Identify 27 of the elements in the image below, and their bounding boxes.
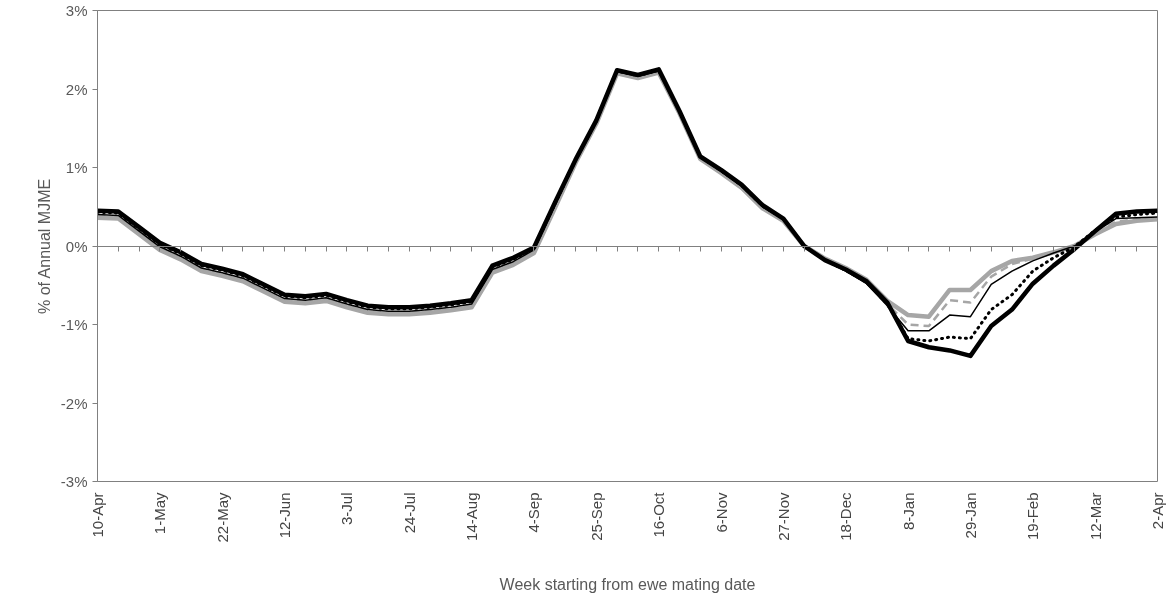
x-tick-label: 10-Apr [89,492,106,538]
y-tick-label: -2% [60,394,88,412]
y-axis-title: % of Annual MJME [35,178,53,315]
x-tick-label: 12-Jun [276,492,294,539]
x-tick-label: 8-Jan [899,492,917,531]
x-tick-label: 18-Dec [837,492,855,541]
x-tick-label: 2-Apr [1149,492,1166,530]
x-tick-label: 14-Aug [463,492,481,541]
x-tick-label: 3-Jul [338,492,356,526]
x-tick-label: 4-Sep [525,492,543,533]
x-tick-label: 27-Nov [774,492,792,541]
x-tick-label: 22-May [213,492,231,543]
x-tick-label: 16-Oct [650,491,668,538]
x-tick-label: 6-Nov [712,492,730,533]
x-tick-label: 24-Jul [400,492,418,534]
x-tick-label: 25-Sep [587,492,605,541]
y-tick-label: -3% [60,473,88,490]
x-tick-label: 19-Feb [1024,492,1042,541]
x-tick-label: 29-Jan [961,492,979,539]
x-tick-label: 12-Mar [1086,492,1104,541]
y-tick-label: -1% [60,316,88,333]
x-tick-label: 1-May [151,492,169,535]
x-axis-title: Week starting from ewe mating date [499,575,756,593]
y-tick-label: 0% [65,237,88,255]
y-tick-label: 2% [65,80,88,98]
y-tick-label: 1% [65,159,88,176]
y-tick-label: 3% [65,2,88,19]
